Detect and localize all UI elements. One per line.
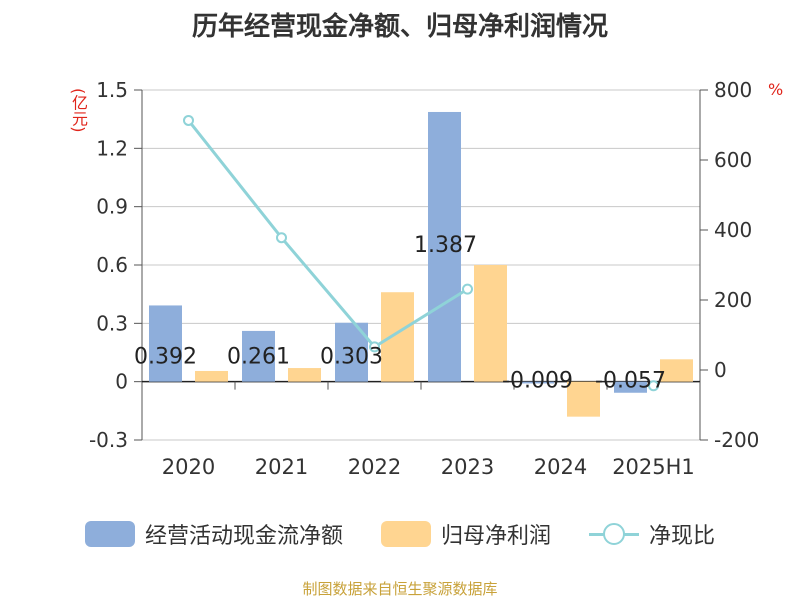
ratio-line-segment-0 [187, 119, 469, 349]
legend-label-ratio: 净现比 [649, 524, 716, 549]
ratio-point-2 [369, 341, 380, 353]
left-tick-label-4: 0.9 [96, 195, 128, 219]
legend-label-cashflow: 经营活动现金流净额 [144, 524, 343, 549]
left-tick-label-5: 1.2 [96, 136, 128, 160]
right-tick-label-4: 600 [714, 148, 752, 172]
left-axis-unit: (亿元) [69, 88, 88, 133]
cashflow-data-label-2: 0.303 [320, 345, 383, 370]
ratio-point-0 [183, 114, 194, 126]
left-tick-label-2: 0.3 [96, 311, 128, 335]
cashflow-data-label-4: -0.009 [502, 369, 573, 394]
ratio-point-5 [648, 380, 659, 392]
x-tick-label-2: 2022 [348, 455, 401, 479]
right-tick-label-3: 400 [714, 218, 752, 242]
cashflow-data-label-0: 0.392 [134, 345, 197, 370]
cashflow-bar-1 [242, 330, 275, 382]
cashflow-bar-0 [149, 305, 182, 382]
left-tick-label-0: -0.3 [89, 428, 128, 452]
x-tick-label-3: 2023 [441, 455, 494, 479]
left-tick-label-3: 0.6 [96, 253, 128, 277]
right-tick-label-0: -200 [714, 428, 759, 452]
cashflow-data-label-5: -0.057 [595, 369, 666, 394]
legend: 经营活动现金流净额 归母净利润 净现比 [0, 518, 800, 550]
cashflow-bar-5 [614, 381, 647, 393]
legend-item-ratio[interactable]: 净现比 [589, 518, 715, 550]
legend-label-profit: 归母净利润 [440, 524, 551, 549]
left-tick-label-6: 1.5 [96, 78, 128, 102]
legend-item-cashflow[interactable]: 经营活动现金流净额 [84, 518, 343, 550]
x-tick-label-4: 2024 [534, 455, 587, 479]
cashflow-bar-4 [521, 381, 554, 384]
cashflow-bar-3 [428, 111, 461, 382]
cashflow-data-label-1: 0.261 [227, 345, 290, 370]
profit-bar-4 [567, 381, 600, 417]
right-tick-label-5: 800 [714, 78, 752, 102]
legend-swatch-profit [380, 521, 431, 547]
right-tick-label-1: 0 [714, 358, 727, 382]
right-axis-unit: % [768, 80, 784, 99]
left-tick-label-1: 0 [115, 370, 128, 394]
x-tick-label-1: 2021 [255, 455, 308, 479]
ratio-point-3 [462, 283, 473, 295]
right-tick-label-2: 200 [714, 288, 752, 312]
source-note: 制图数据来自恒生聚源数据库 [302, 580, 498, 598]
profit-bar-1 [288, 368, 321, 382]
ratio-point-1 [276, 232, 287, 244]
x-tick-label-0: 2020 [162, 455, 215, 479]
legend-item-profit[interactable]: 归母净利润 [380, 518, 551, 550]
legend-swatch-cashflow [84, 521, 135, 547]
x-tick-label-5: 2025H1 [612, 455, 695, 479]
profit-bar-2 [381, 292, 414, 382]
cashflow-data-label-3: 1.387 [414, 233, 477, 258]
profit-bar-0 [195, 370, 228, 382]
profit-bar-5 [660, 359, 693, 382]
legend-swatch-ratio [589, 521, 639, 547]
chart-title: 历年经营现金净额、归母净利润情况 [191, 12, 608, 42]
profit-bar-3 [474, 265, 507, 382]
